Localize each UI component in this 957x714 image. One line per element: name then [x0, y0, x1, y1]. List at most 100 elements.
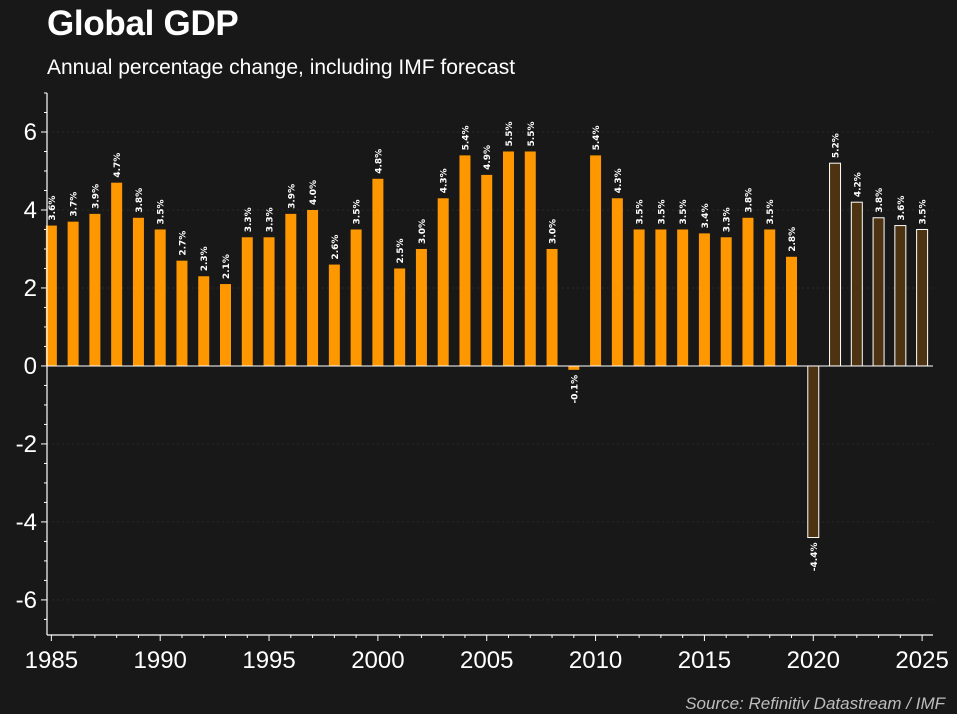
actual-bar — [437, 198, 449, 366]
actual-bar — [611, 198, 623, 366]
x-tick-label: 1990 — [134, 647, 187, 674]
actual-bar — [786, 256, 798, 366]
actual-bar — [677, 229, 689, 366]
actual-bar — [132, 217, 144, 366]
data-label: 2.1% — [222, 254, 232, 279]
actual-bar — [546, 248, 558, 366]
data-label: 3.8% — [744, 188, 754, 213]
data-label: 3.5% — [919, 200, 929, 225]
data-label: 2.6% — [331, 235, 341, 260]
actual-bar — [350, 229, 362, 366]
data-label: 4.9% — [483, 145, 493, 170]
data-label: 2.8% — [788, 227, 798, 252]
actual-bar — [503, 151, 515, 366]
x-tick-label: 2020 — [787, 647, 840, 674]
data-label: 2.5% — [396, 238, 406, 263]
actual-bar — [655, 229, 667, 366]
actual-bar — [394, 268, 406, 366]
actual-bar — [198, 276, 210, 366]
data-label: 4.7% — [113, 153, 123, 178]
x-tick-label: 2015 — [678, 647, 731, 674]
actual-bar — [67, 221, 79, 366]
data-label: 3.5% — [657, 200, 667, 225]
data-label: 3.0% — [418, 219, 428, 244]
y-tick-label: 2 — [24, 275, 37, 302]
data-label: 3.5% — [766, 200, 776, 225]
actual-bar — [307, 209, 319, 366]
data-label: 2.7% — [178, 231, 188, 256]
data-label: -4.4% — [810, 543, 820, 572]
actual-bar — [698, 233, 710, 366]
actual-bar — [372, 178, 384, 366]
actual-bar — [154, 229, 166, 366]
actual-bar — [285, 213, 297, 366]
chart-title: Global GDP — [47, 4, 239, 43]
forecast-bar — [872, 217, 885, 367]
chart-subtitle: Annual percentage change, including IMF … — [47, 56, 516, 79]
data-label: 5.5% — [527, 122, 537, 147]
actual-bar — [111, 182, 123, 366]
forecast-bar — [829, 162, 842, 367]
forecast-bar — [850, 201, 863, 367]
data-label: 3.9% — [91, 184, 101, 209]
data-label: 3.3% — [244, 207, 254, 232]
actual-bar — [328, 264, 340, 366]
actual-bar — [633, 229, 645, 366]
actual-bar — [590, 155, 602, 366]
data-label: 3.5% — [636, 200, 646, 225]
actual-bar — [742, 217, 754, 366]
data-label: 3.7% — [70, 192, 80, 217]
source-note: Source: Refinitiv Datastream / IMF — [685, 694, 945, 713]
y-tick-label: 6 — [24, 119, 37, 146]
data-label: 3.6% — [897, 196, 907, 221]
data-label: 3.8% — [875, 188, 885, 213]
actual-bar — [220, 284, 232, 366]
data-label: 4.8% — [374, 149, 384, 174]
data-label: 3.5% — [157, 200, 167, 225]
data-label: 4.2% — [853, 172, 863, 197]
x-tick-label: 2010 — [569, 647, 622, 674]
data-label: 3.4% — [701, 203, 711, 228]
actual-bar — [263, 237, 275, 366]
y-tick-label: 4 — [24, 197, 37, 224]
actual-bar — [459, 155, 471, 366]
y-tick-label: 0 — [24, 353, 37, 380]
data-label: 3.6% — [48, 196, 58, 221]
data-label: 5.2% — [832, 133, 842, 158]
y-tick-label: -2 — [16, 431, 37, 458]
data-label: 5.4% — [461, 125, 471, 150]
actual-bar — [176, 260, 188, 366]
data-label: 3.8% — [135, 188, 145, 213]
actual-bar — [241, 237, 253, 366]
forecast-bar — [916, 228, 929, 367]
actual-bar — [568, 365, 580, 370]
data-label: 4.3% — [440, 168, 450, 193]
y-tick-label: -6 — [16, 587, 37, 614]
actual-bar — [764, 229, 776, 366]
x-tick-label: 1985 — [25, 647, 78, 674]
y-tick-label: -4 — [16, 509, 37, 536]
data-label: 3.0% — [549, 219, 559, 244]
actual-bar — [720, 237, 732, 366]
x-tick-label: 1995 — [242, 647, 295, 674]
x-tick-label: 2000 — [351, 647, 404, 674]
data-label: 3.9% — [287, 184, 297, 209]
actual-bar — [524, 151, 536, 366]
data-label: -0.1% — [570, 375, 580, 404]
data-label: 3.3% — [723, 207, 733, 232]
x-tick-label: 2025 — [895, 647, 948, 674]
actual-bar — [415, 248, 427, 366]
data-label: 5.4% — [592, 125, 602, 150]
actual-bar — [481, 174, 493, 366]
data-label: 3.5% — [353, 200, 363, 225]
data-label: 2.3% — [200, 246, 210, 271]
data-label: 3.3% — [266, 207, 276, 232]
data-label: 5.5% — [505, 122, 515, 147]
data-label: 4.3% — [614, 168, 624, 193]
forecast-bar — [807, 365, 820, 539]
forecast-bar — [894, 225, 907, 367]
x-tick-label: 2005 — [460, 647, 513, 674]
actual-bar — [45, 225, 57, 366]
actual-bar — [89, 213, 101, 366]
